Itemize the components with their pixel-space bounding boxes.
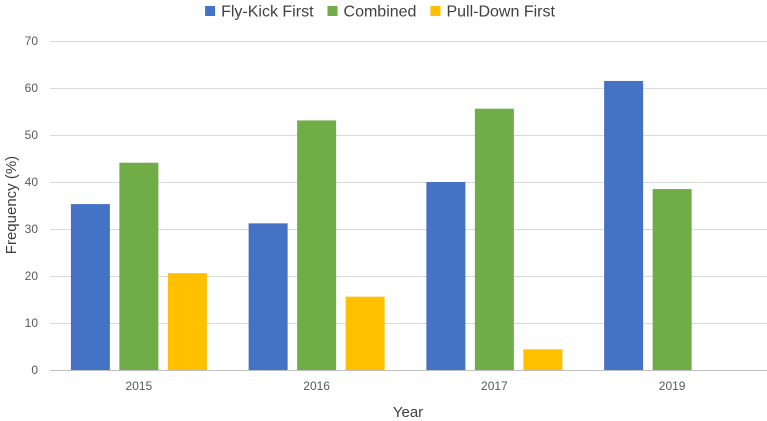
y-tick-label: 70: [25, 34, 39, 48]
y-axis-label: Frequency (%): [3, 156, 20, 254]
bar-2015-fly-kick-first: [70, 204, 110, 370]
legend-label-fly-kick-first: Fly-Kick First: [221, 4, 314, 21]
legend-label-combined: Combined: [344, 4, 417, 21]
legend-swatch-combined: [327, 6, 338, 16]
y-tick-label: 60: [25, 81, 39, 95]
bar-2016-pull-down-first: [345, 296, 385, 370]
y-axis-ticks: 0 10 20 30 40 50 60 70: [25, 34, 39, 377]
bars: [70, 80, 692, 371]
y-tick-label: 20: [25, 269, 39, 283]
x-tick-label: 2019: [659, 379, 686, 393]
bar-2017-pull-down-first: [523, 349, 563, 370]
bar-2015-combined: [119, 162, 159, 370]
y-tick-label: 30: [25, 222, 39, 236]
bar-2019-fly-kick-first: [604, 80, 644, 370]
legend-swatch-fly-kick-first: [205, 6, 216, 16]
x-tick-label: 2017: [481, 379, 508, 393]
y-tick-label: 40: [25, 175, 39, 189]
legend: Fly-Kick First Combined Pull-Down First: [205, 4, 555, 21]
x-tick-label: 2016: [303, 379, 330, 393]
bar-2019-combined: [652, 189, 692, 370]
legend-label-pull-down-first: Pull-Down First: [446, 4, 555, 21]
bar-2017-combined: [474, 108, 514, 371]
x-axis-ticks: 2015 2016 2017 2019: [126, 379, 686, 393]
y-tick-label: 10: [25, 316, 39, 330]
x-tick-label: 2015: [126, 379, 153, 393]
y-tick-label: 0: [31, 363, 38, 377]
legend-swatch-pull-down-first: [430, 6, 441, 16]
bar-2016-combined: [297, 120, 337, 371]
y-tick-label: 50: [25, 128, 39, 142]
x-axis-label: Year: [393, 404, 423, 421]
bar-2017-fly-kick-first: [426, 182, 466, 370]
bar-2016-fly-kick-first: [248, 223, 288, 370]
bar-2015-pull-down-first: [167, 273, 207, 370]
